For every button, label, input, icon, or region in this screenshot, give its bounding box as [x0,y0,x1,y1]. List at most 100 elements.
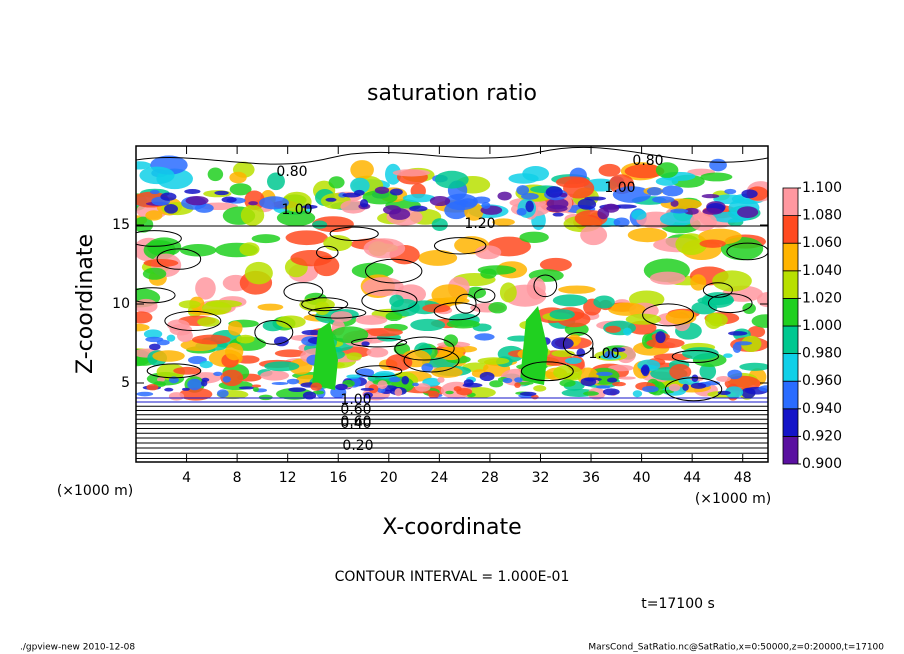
field-blob [652,196,675,204]
field-contour [136,230,182,247]
field-blob [434,170,469,189]
field-blob [474,245,502,260]
field-contour [433,237,487,255]
field-blob [665,310,697,325]
field-blob [741,387,756,399]
field-blob [385,311,403,322]
field-blob [737,206,759,218]
field-blob [576,348,586,358]
field-blob [431,366,463,378]
field-blob [363,392,373,398]
field-blob [646,187,663,196]
field-blob [350,160,374,180]
contour-label: 0.80 [632,153,663,169]
field-blob [646,337,685,349]
x-tick-label: 8 [233,470,242,486]
field-blob [389,188,403,196]
field-blob [312,220,328,229]
colorbar-label: 1.020 [802,290,842,306]
field-blob [288,387,306,393]
field-blob [618,376,636,380]
field-blob [625,313,662,325]
field-blob [199,360,213,369]
field-blob [533,385,547,392]
field-blob [479,371,495,382]
field-blob [545,186,563,198]
field-contour [146,363,202,379]
field-blob [143,329,163,339]
field-blob [271,381,289,385]
field-blob [632,390,643,398]
field-contour [283,282,324,302]
field-blob [340,200,367,214]
colorbar-label: 1.040 [802,263,842,279]
contour-label: 1.00 [340,392,371,408]
field-contour [355,365,403,378]
field-blob [409,205,428,212]
field-blob [251,234,281,244]
field-blob [596,385,611,389]
field-blob [584,196,606,201]
field-blob [613,217,630,227]
field-blob [481,202,491,209]
field-contour [562,332,594,356]
field-blob [276,209,316,227]
colorbar-label: 0.940 [802,401,842,417]
field-blob [364,328,403,337]
field-blob [238,386,255,390]
field-blob [361,341,370,347]
x-tick-label: 48 [734,470,752,486]
field-blob [325,197,337,202]
field-blob [611,347,626,352]
field-blob [477,265,517,275]
field-blob [605,325,622,333]
field-blob [368,384,379,394]
field-blob [185,195,209,206]
field-blob [489,380,504,388]
field-contour [702,282,733,298]
colorbar-label: 0.920 [802,428,842,444]
field-blob [516,185,530,196]
field-blob [214,190,229,196]
field-blob [149,343,161,351]
field-blob [627,227,668,243]
field-blob [563,372,582,381]
field-blob [701,193,720,199]
field-blob [394,388,403,397]
field-blob [682,347,719,360]
field-blob [310,382,322,391]
field-contour [351,337,408,348]
field-blob [213,371,223,376]
field-blob [670,200,679,207]
field-blob [613,204,637,209]
field-blob [742,303,756,315]
field-blob [260,370,290,381]
field-blob [335,383,348,391]
field-blob [655,177,679,186]
field-contour [642,303,695,327]
field-blob [463,379,474,387]
chart-title: saturation ratio [367,81,537,106]
field-blob [546,204,568,213]
field-blob [136,323,150,332]
field-blob [429,196,451,207]
field-blob [252,386,259,392]
field-blob [583,391,599,396]
field-contour [329,226,379,241]
field-blob [146,384,159,391]
contour-label: 1.00 [588,346,619,362]
field-blob [244,261,273,285]
field-blob [758,385,768,392]
field-blob [712,270,752,292]
field-blob [669,364,692,380]
field-blob [612,381,626,387]
field-blob [136,216,154,233]
field-blob [166,334,176,342]
field-blob [539,257,572,272]
field-blob [346,352,362,361]
contour-label: 0.40 [340,416,371,432]
field-blob [684,207,699,215]
field-blob [328,176,345,189]
colorbar-bin [782,380,799,410]
field-blob [266,172,285,191]
